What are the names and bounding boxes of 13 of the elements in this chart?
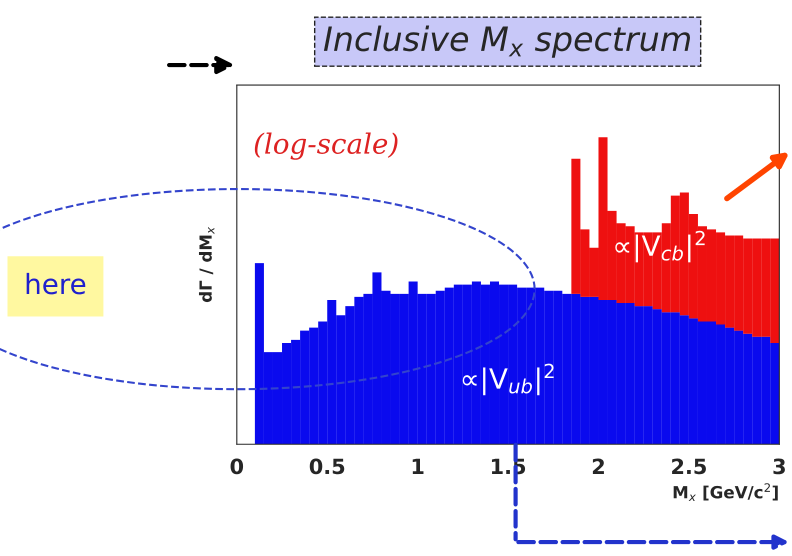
annotation: (log-scale) (254, 132, 398, 160)
x-tick-label: 1 (412, 458, 424, 474)
chart-title: Inclusive M$_{x}$ spectrum (324, 26, 690, 58)
x-tick-label: 2 (592, 458, 604, 474)
series-label: ∝|V$_{ub}$|$^{2}$ (462, 364, 554, 396)
x-tick-label: 0 (230, 458, 244, 474)
x-tick-label: 3 (773, 458, 785, 474)
series-label: ∝|V$_{cb}$|$^{2}$ (615, 230, 705, 262)
x-tick-label: 2.5 (672, 458, 706, 474)
x-tick-label: 0.5 (310, 458, 344, 474)
x-axis-title: M$_{x}$ [GeV/c$^{2}$] (674, 483, 778, 501)
text: here (26, 272, 86, 294)
y-axis-title: dΓ / dM$_{x}$ (198, 226, 214, 302)
